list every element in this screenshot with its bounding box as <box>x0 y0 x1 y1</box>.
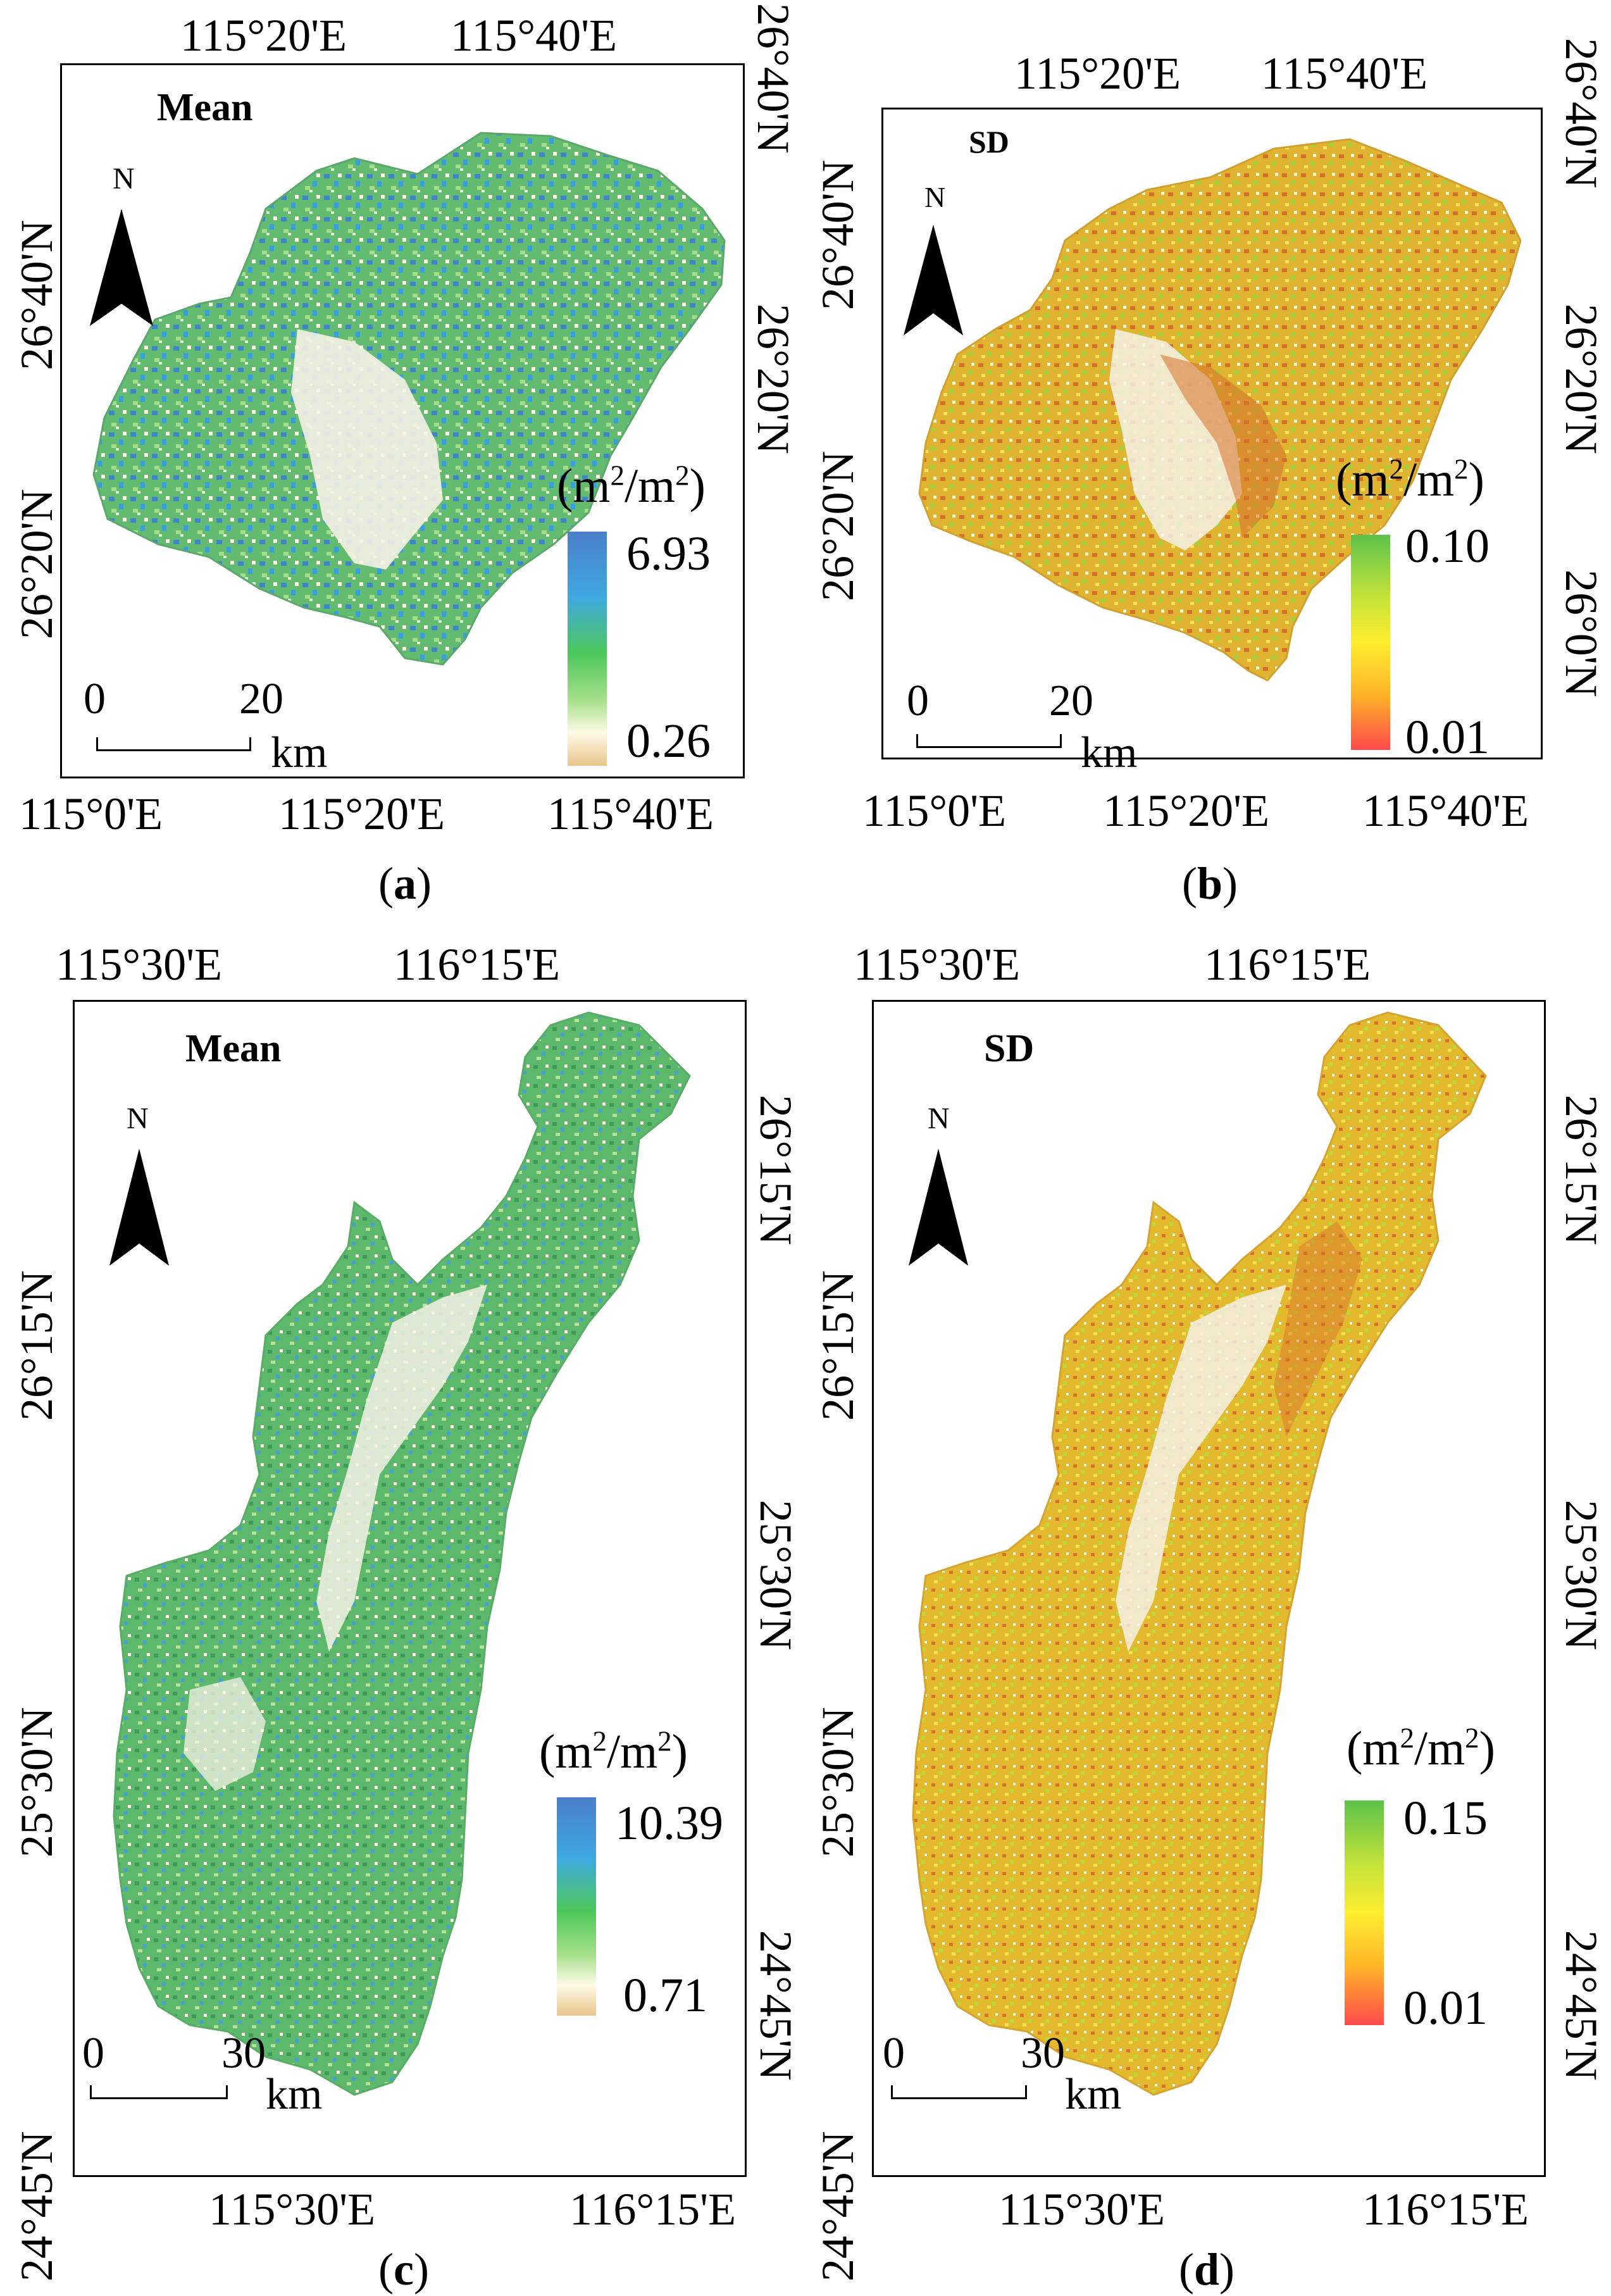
scale-start: 0 <box>84 675 106 723</box>
top-lon-2: 115°40'E <box>451 10 618 61</box>
panel-caption: (d) <box>1179 2244 1235 2295</box>
scale-unit: km <box>1065 2070 1122 2119</box>
panel-caption: (c) <box>378 2244 429 2295</box>
scale-bar <box>916 734 1062 748</box>
panel-caption: (b) <box>1182 858 1238 909</box>
scale-end: 30 <box>221 2029 266 2078</box>
scale-end: 30 <box>1021 2029 1065 2078</box>
north-arrow-icon <box>109 1149 169 1266</box>
region-d-outline <box>912 1011 1487 2096</box>
top-lon-2: 116°15'E <box>1204 939 1371 990</box>
study-area-map <box>113 1011 691 2096</box>
color-ramp <box>1351 535 1390 750</box>
accent-band-d <box>1274 1221 1362 1437</box>
panel-c: 115°30'E 116°15'E 26°15'N 25°30'N 24°45'… <box>0 930 806 2295</box>
bottom-lon-2: 116°15'E <box>569 2184 737 2235</box>
legend-min: 0.01 <box>1405 711 1490 764</box>
top-lon-2: 115°40'E <box>1261 48 1428 99</box>
panel-caption: (a) <box>378 858 432 909</box>
scale-start: 0 <box>82 2029 104 2078</box>
north-label: N <box>924 181 946 213</box>
bottom-lon-3: 115°40'E <box>1362 785 1529 836</box>
panel-title: Mean <box>185 1027 282 1070</box>
legend-max: 6.93 <box>626 527 711 580</box>
panel-b: 115°20'E 115°40'E 26°40'N 26°20'N 26°40'… <box>806 0 1611 930</box>
panel-title: SD <box>969 124 1009 159</box>
sparse-area-c-2 <box>183 1677 266 1791</box>
bottom-lon-2: 115°20'E <box>278 789 445 839</box>
panel-d: 115°30'E 116°15'E 26°15'N 25°30'N 24°45'… <box>806 930 1611 2295</box>
north-arrow-icon <box>904 225 963 335</box>
unit-label: (m2/m2) <box>539 1725 688 1778</box>
north-arrow-icon <box>909 1149 968 1266</box>
top-lon-1: 115°20'E <box>1014 48 1181 99</box>
top-lon-1: 115°20'E <box>180 10 347 61</box>
panel-title: Mean <box>157 86 253 129</box>
top-lon-1: 115°30'E <box>56 939 223 990</box>
legend-max: 0.15 <box>1403 1792 1488 1845</box>
legend-min: 0.26 <box>626 714 711 768</box>
accent-band-b <box>1160 354 1286 538</box>
scale-bar <box>90 2085 228 2099</box>
legend-min: 0.01 <box>1403 1981 1488 2035</box>
unit-label: (m2/m2) <box>1336 453 1484 506</box>
color-ramp <box>557 1797 596 2016</box>
region-c-outline <box>113 1011 691 2096</box>
legend-min: 0.71 <box>623 1969 707 2022</box>
scale-end: 20 <box>1049 677 1093 725</box>
scale-bar <box>891 2085 1027 2099</box>
scale-unit: km <box>271 728 328 777</box>
unit-label: (m2/m2) <box>1347 1722 1495 1775</box>
scale-start: 0 <box>883 2029 905 2078</box>
panel-title: SD <box>984 1027 1035 1070</box>
sparse-area-a <box>291 329 443 570</box>
scale-unit: km <box>266 2070 323 2119</box>
scale-end: 20 <box>239 675 283 723</box>
bottom-lon-1: 115°30'E <box>209 2184 376 2235</box>
bottom-lon-1: 115°30'E <box>998 2184 1166 2235</box>
legend-max: 10.39 <box>615 1797 723 1850</box>
scale-bar <box>96 737 251 751</box>
top-lon-2: 116°15'E <box>394 939 561 990</box>
north-label: N <box>113 162 135 196</box>
north-arrow-icon <box>90 209 153 326</box>
bottom-lon-2: 116°15'E <box>1362 2184 1529 2235</box>
bottom-lon-1: 115°0'E <box>862 785 1007 836</box>
bottom-lon-3: 115°40'E <box>547 789 714 839</box>
scale-unit: km <box>1081 728 1138 777</box>
unit-label: (m2/m2) <box>557 459 706 513</box>
color-ramp <box>1345 1800 1384 2025</box>
sparse-area-c <box>316 1285 487 1652</box>
scale-start: 0 <box>907 677 929 725</box>
top-lon-1: 115°30'E <box>854 939 1021 990</box>
bottom-lon-2: 115°20'E <box>1103 785 1270 836</box>
legend-max: 0.10 <box>1405 520 1490 573</box>
study-area-map <box>92 132 726 666</box>
north-label: N <box>928 1102 950 1135</box>
study-area-map <box>918 138 1522 682</box>
study-area-map <box>912 1011 1487 2096</box>
sparse-area-d <box>1116 1285 1286 1652</box>
color-ramp <box>568 532 607 766</box>
panel-a: 115°20'E 115°40'E 26°40'N 26°20'N 26°40'… <box>0 0 806 930</box>
north-label: N <box>127 1102 149 1135</box>
bottom-lon-1: 115°0'E <box>19 789 163 839</box>
